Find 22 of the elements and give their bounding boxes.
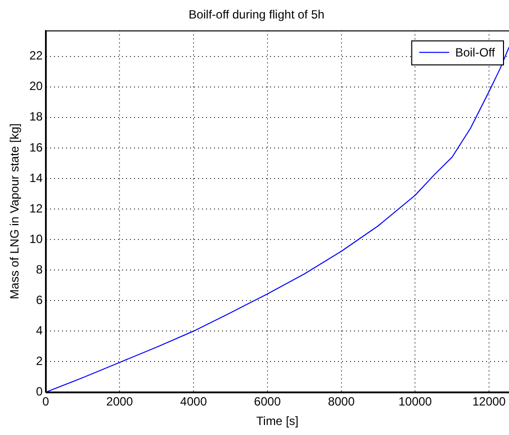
y-tick-label: 0 <box>36 384 44 399</box>
x-tick-label: 6000 <box>254 394 282 409</box>
x-tick-label: 8000 <box>328 394 355 409</box>
y-tick-label: 10 <box>29 232 44 246</box>
legend-label: Boil-Off <box>455 46 496 60</box>
x-tick-label: 10000 <box>398 394 432 409</box>
y-axis-title: Mass of LNG in Vapour state [kg] <box>8 123 22 300</box>
y-tick-label: 2 <box>36 354 44 368</box>
y-tick-label: 4 <box>36 323 44 338</box>
x-axis-title: Time [s] <box>256 414 298 428</box>
y-tick-label: 22 <box>29 48 44 63</box>
y-tick-label: 6 <box>36 292 44 307</box>
x-tick-label: 12000 <box>472 394 506 409</box>
y-tick-label: 18 <box>29 110 44 124</box>
y-tick-label: 12 <box>29 201 44 216</box>
x-tick-label: 2000 <box>106 394 134 409</box>
x-tick-label: 4000 <box>180 394 208 409</box>
y-tick-label: 8 <box>36 262 44 276</box>
y-tick-label: 14 <box>29 170 44 185</box>
y-tick-label: 20 <box>29 79 44 94</box>
chart-title: Boilf-off during flight of 5h <box>188 8 324 22</box>
y-tick-label: 16 <box>29 140 44 154</box>
